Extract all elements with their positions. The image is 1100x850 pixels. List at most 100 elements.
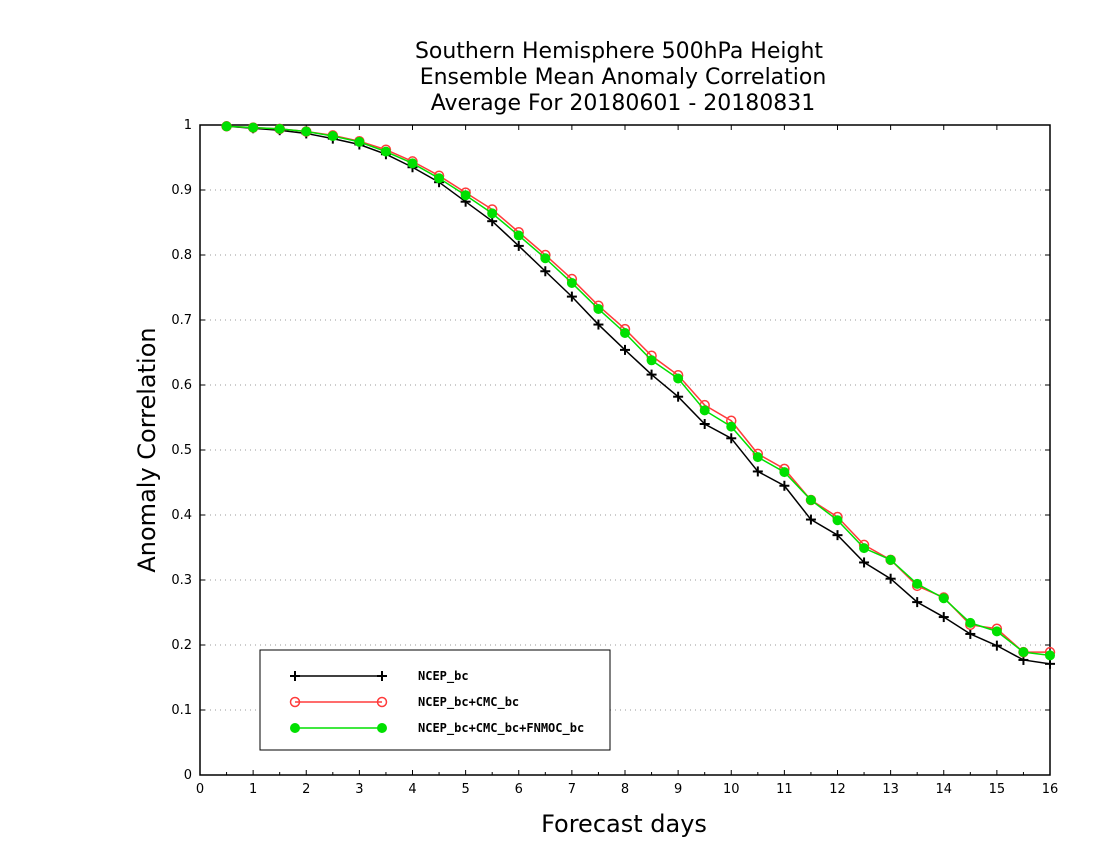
data-point-series-0 xyxy=(593,319,604,330)
data-point-series-0 xyxy=(912,597,923,608)
x-tick-label: 1 xyxy=(249,782,257,797)
data-point-series-2 xyxy=(726,421,737,432)
data-point-series-2 xyxy=(487,208,498,219)
data-point-series-0 xyxy=(726,433,737,444)
chart-title-line-3: Average For 20180601 - 20180831 xyxy=(431,91,816,116)
data-point-series-2 xyxy=(354,136,365,147)
series-line-1 xyxy=(226,125,1050,653)
data-point-series-0 xyxy=(885,573,896,584)
data-point-series-2 xyxy=(407,158,418,169)
series-line-0 xyxy=(226,125,1051,665)
data-point-series-0 xyxy=(832,530,843,541)
legend-marker-2 xyxy=(290,723,300,733)
x-tick-label: 9 xyxy=(674,782,682,797)
legend-box xyxy=(259,649,611,751)
y-tick-label: 0.7 xyxy=(171,313,192,328)
y-tick-label: 0.4 xyxy=(171,508,192,523)
data-point-series-2 xyxy=(566,277,577,288)
data-point-series-2 xyxy=(646,355,657,366)
data-point-series-2 xyxy=(885,554,896,565)
x-tick-label: 14 xyxy=(935,782,952,797)
legend-marker-0 xyxy=(290,671,300,681)
series-line-2 xyxy=(226,125,1051,657)
data-point-series-0 xyxy=(965,628,976,639)
x-tick-label: 15 xyxy=(989,782,1006,797)
data-point-series-0 xyxy=(620,344,630,355)
data-point-series-2 xyxy=(620,328,630,338)
x-tick-label: 11 xyxy=(776,782,793,797)
data-point-series-2 xyxy=(593,303,604,314)
data-point-series-2 xyxy=(1018,647,1029,658)
legend-label-1: NCEP_bc+CMC_bc xyxy=(418,695,519,710)
x-tick-label: 6 xyxy=(515,782,523,797)
data-point-series-2 xyxy=(460,190,471,201)
y-tick-label: 0.5 xyxy=(171,443,192,458)
x-tick-label: 0 xyxy=(196,782,204,797)
data-point-series-2 xyxy=(221,121,232,132)
chart-title-line-2: Ensemble Mean Anomaly Correlation xyxy=(420,65,827,90)
data-point-series-2 xyxy=(673,373,684,384)
legend-marker-1 xyxy=(376,696,388,708)
data-point-series-0 xyxy=(991,640,1002,651)
data-point-series-2 xyxy=(699,405,710,416)
data-point-series-0 xyxy=(513,240,524,251)
x-tick-label: 13 xyxy=(882,782,899,797)
y-tick-label: 0.3 xyxy=(171,573,192,588)
legend-marker-1 xyxy=(289,696,301,708)
data-point-series-0 xyxy=(566,291,577,302)
data-point-series-2 xyxy=(380,146,391,157)
chart-title-line-1: Southern Hemisphere 500hPa Height xyxy=(415,39,823,64)
data-point-series-2 xyxy=(540,253,551,264)
data-point-series-0 xyxy=(752,466,763,477)
x-tick-label: 10 xyxy=(723,782,740,797)
y-tick-label: 0.2 xyxy=(171,638,192,653)
data-point-series-0 xyxy=(779,480,790,491)
data-point-series-2 xyxy=(912,578,923,589)
legend-marker-2 xyxy=(377,723,387,733)
legend-marker-0 xyxy=(377,671,387,681)
data-point-series-2 xyxy=(248,122,259,133)
y-tick-label: 0.8 xyxy=(171,248,192,263)
data-point-series-2 xyxy=(805,495,816,506)
data-point-series-0 xyxy=(673,391,684,402)
x-tick-label: 16 xyxy=(1042,782,1059,797)
data-point-series-2 xyxy=(991,626,1002,637)
x-tick-label: 7 xyxy=(568,782,576,797)
data-point-series-2 xyxy=(752,452,763,463)
data-point-series-0 xyxy=(1045,658,1055,669)
data-point-series-2 xyxy=(779,467,790,478)
x-tick-label: 12 xyxy=(829,782,846,797)
data-point-series-2 xyxy=(513,230,524,241)
axis-ticks: 00.10.20.30.40.50.60.70.80.910 1 2 3 4 5 6 7 8 9 1… xyxy=(171,118,1058,797)
legend-entries: NCEP_bc NCEP_bc+CMC_bc NCEP_bc+CMC_bc+FNMO… xyxy=(289,669,584,736)
y-tick-label: 0.9 xyxy=(171,183,192,198)
data-point-series-2 xyxy=(274,123,285,134)
data-point-series-2 xyxy=(938,593,949,604)
x-tick-label: 3 xyxy=(355,782,363,797)
data-point-series-0 xyxy=(938,612,949,623)
legend: NCEP_bc NCEP_bc+CMC_bc NCEP_bc+CMC_bc+FNMO… xyxy=(259,649,611,751)
data-point-series-2 xyxy=(301,126,312,137)
y-tick-label: 0.6 xyxy=(171,378,192,393)
y-tick-label: 0 xyxy=(184,768,192,783)
data-point-series-0 xyxy=(699,419,710,429)
legend-label-0: NCEP_bc xyxy=(418,669,469,684)
legend-label-2: NCEP_bc+CMC_bc+FNMOC_bc xyxy=(418,721,584,736)
x-tick-label: 8 xyxy=(621,782,629,797)
y-axis-title: Anomaly Correlation xyxy=(133,327,161,572)
data-point-series-0 xyxy=(805,514,816,525)
data-series xyxy=(221,121,1056,669)
gridlines xyxy=(200,189,1050,711)
y-tick-label: 0.1 xyxy=(171,703,192,718)
data-point-series-2 xyxy=(327,131,338,142)
data-point-series-2 xyxy=(832,515,843,526)
data-point-series-0 xyxy=(540,266,551,277)
y-tick-label: 1 xyxy=(184,118,192,133)
x-axis-title: Forecast days xyxy=(541,810,707,838)
x-tick-label: 4 xyxy=(408,782,416,797)
data-point-series-2 xyxy=(859,543,870,554)
data-point-series-0 xyxy=(646,369,657,380)
data-point-series-0 xyxy=(859,557,870,568)
data-point-series-2 xyxy=(965,617,976,628)
